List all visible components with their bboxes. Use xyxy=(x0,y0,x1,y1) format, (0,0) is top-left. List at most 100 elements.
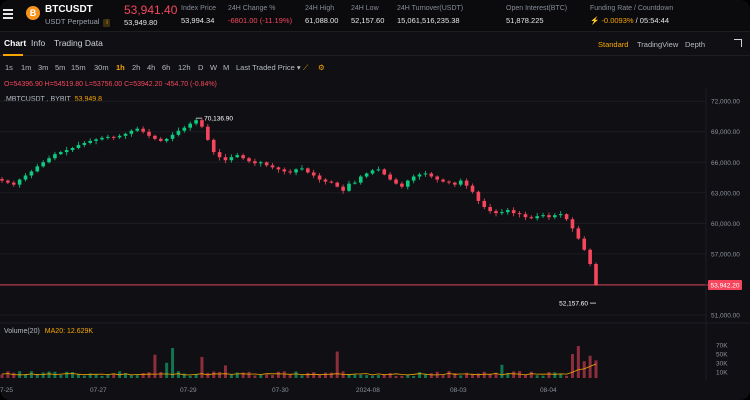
volume-bar xyxy=(206,372,210,378)
volume-bar xyxy=(494,372,498,378)
candle-body xyxy=(258,162,263,164)
candle-body xyxy=(111,136,116,138)
menu-icon[interactable] xyxy=(3,9,15,21)
interval-toolbar: 1s 1m 3m 5m 15m 30m 1h 2h 4h 6h 12h D W … xyxy=(0,58,750,76)
mark-price: 53,949.80 xyxy=(124,18,158,27)
volume-bar xyxy=(523,374,527,378)
stat-value: -6801.00 (-11.19%) xyxy=(228,16,293,25)
candle-body xyxy=(388,174,392,180)
volume-bar xyxy=(329,372,333,378)
volume-bar xyxy=(429,373,433,378)
indicator-icon[interactable]: ⟋ xyxy=(303,63,309,72)
interval-15m[interactable]: 15m xyxy=(71,63,86,72)
volume-axis-label: 50K xyxy=(716,352,728,359)
volume-bar xyxy=(129,375,133,378)
volume-bar xyxy=(294,371,298,378)
y-axis-label: 51,000.00 xyxy=(711,312,740,319)
volume-bar xyxy=(535,375,539,378)
volume-bar xyxy=(482,371,486,378)
stat-funding-rate: Funding Rate / Countdown ⚡ -0.0093% / 05… xyxy=(590,5,673,25)
candle-body xyxy=(129,130,134,134)
volume-bar xyxy=(376,374,380,378)
active-tab-indicator xyxy=(3,54,23,56)
candle-body xyxy=(406,180,410,187)
volume-bar xyxy=(41,372,45,378)
candle-body xyxy=(23,175,28,180)
interval-5m[interactable]: 5m xyxy=(55,63,66,72)
volume-bar xyxy=(300,375,304,378)
funding-rate-value: -0.0093% xyxy=(601,16,634,25)
symbol-name[interactable]: BTCUSDT xyxy=(45,4,93,15)
view-tradingview[interactable]: TradingView xyxy=(637,40,679,49)
view-depth[interactable]: Depth xyxy=(685,40,706,49)
candle-body xyxy=(223,157,228,161)
candle-body xyxy=(94,139,98,141)
candle-body xyxy=(588,249,592,265)
volume-bar xyxy=(382,374,386,378)
stat-value: 51,878.225 xyxy=(506,16,544,25)
interval-1s[interactable]: 1s xyxy=(5,63,13,72)
candle-body xyxy=(494,211,498,214)
volume-bar xyxy=(100,375,104,378)
max-price-label: 70,136.90 xyxy=(204,116,233,123)
candle-body xyxy=(211,139,216,153)
stat-label: 24H Turnover(USDT) xyxy=(397,5,464,12)
bitcoin-coin-icon: B xyxy=(26,6,40,20)
chart-tabs: Chart Info Trading Data Standard Trading… xyxy=(0,32,750,56)
candle-body xyxy=(35,166,40,172)
candle-body xyxy=(535,216,539,219)
interval-month[interactable]: M xyxy=(223,63,230,72)
volume-bar xyxy=(470,374,474,378)
stat-label: 24H Change % xyxy=(228,5,276,12)
y-axis-label: 60,000.00 xyxy=(711,221,740,228)
chart-symbol-label: .MBTCUSDT , BYBIT xyxy=(4,96,71,103)
chart-symbol-price: 53,949.8 xyxy=(74,96,103,103)
tab-info[interactable]: Info xyxy=(31,38,46,48)
candle-body xyxy=(147,131,151,136)
candle-body xyxy=(217,152,222,158)
volume-bar xyxy=(594,360,598,378)
x-axis-label: 7-25 xyxy=(0,387,13,394)
candle-body xyxy=(311,172,316,176)
volume-bar xyxy=(265,374,269,378)
settings-icon[interactable]: ⚙ xyxy=(318,63,325,72)
stat-label: Index Price xyxy=(181,5,217,12)
price-type-select[interactable]: Last Traded Price ▾ xyxy=(236,63,301,72)
price-type-label: Last Traded Price xyxy=(236,63,295,72)
stat-value: 61,088.00 xyxy=(305,16,339,25)
candle-body xyxy=(117,135,122,138)
candle-body xyxy=(541,215,545,217)
tab-trading-data[interactable]: Trading Data xyxy=(54,38,103,48)
interval-4h[interactable]: 4h xyxy=(147,63,156,72)
candle-body xyxy=(570,219,575,229)
candle-body xyxy=(100,137,104,140)
interval-1m[interactable]: 1m xyxy=(21,63,32,72)
interval-30m[interactable]: 30m xyxy=(94,63,109,72)
interval-day[interactable]: D xyxy=(198,63,204,72)
interval-6h[interactable]: 6h xyxy=(162,63,171,72)
interval-3m[interactable]: 3m xyxy=(38,63,49,72)
interval-1h[interactable]: 1h xyxy=(116,63,125,72)
candle-body xyxy=(394,179,398,184)
candle-body xyxy=(288,171,292,173)
volume-bar xyxy=(476,373,480,378)
tab-chart[interactable]: Chart xyxy=(4,38,27,48)
interval-2h[interactable]: 2h xyxy=(132,63,141,72)
interval-week[interactable]: W xyxy=(210,63,218,72)
volume-bar xyxy=(559,373,563,378)
candle-body xyxy=(294,169,298,173)
candle-body xyxy=(464,180,469,186)
candle-body xyxy=(529,217,534,219)
volume-axis-label: 30K xyxy=(716,361,728,368)
view-standard[interactable]: Standard xyxy=(598,40,629,49)
volume-bar xyxy=(441,375,445,378)
volume-bar xyxy=(500,364,504,378)
volume-bar xyxy=(29,371,33,378)
volume-bar xyxy=(165,362,169,378)
interval-12h[interactable]: 12h xyxy=(178,63,191,72)
candle-body xyxy=(82,142,87,145)
candle-body xyxy=(70,148,75,151)
expand-icon[interactable] xyxy=(734,39,742,47)
info-icon[interactable]: i xyxy=(103,19,111,27)
